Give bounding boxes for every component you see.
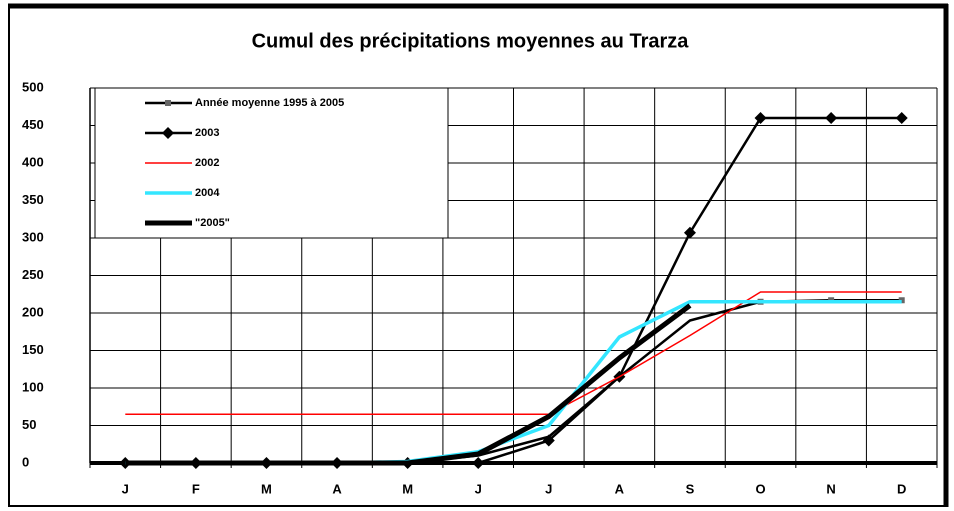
x-tick-label: D [897, 481, 906, 496]
chart-title: Cumul des précipitations moyennes au Tra… [252, 30, 690, 52]
x-tick-label: F [192, 481, 200, 496]
marker [472, 457, 485, 469]
y-tick-label: 400 [22, 154, 44, 169]
y-tick-label: 100 [22, 379, 44, 394]
x-tick-label: S [686, 481, 695, 496]
y-tick-label: 50 [22, 417, 36, 432]
x-tick-label: A [615, 481, 625, 496]
y-tick-label: 150 [22, 342, 44, 357]
y-tick-label: 300 [22, 229, 44, 244]
series-line [125, 303, 692, 466]
x-tick-label: O [755, 481, 765, 496]
y-tick-label: 350 [22, 192, 44, 207]
legend-label: 2003 [195, 127, 219, 139]
legend-marker [165, 100, 171, 106]
marker [542, 434, 555, 447]
series-line [125, 291, 902, 415]
marker [754, 112, 767, 124]
x-tick-label: J [475, 481, 482, 496]
legend-label: 2002 [195, 157, 219, 169]
x-tick-label: N [826, 481, 835, 496]
x-tick-label: M [261, 481, 272, 496]
legend-marker [162, 127, 174, 139]
marker [683, 226, 696, 239]
y-tick-label: 200 [22, 304, 44, 319]
legend-label: Année moyenne 1995 à 2005 [195, 97, 344, 109]
frame [8, 5, 947, 507]
legend-label: 2004 [195, 187, 220, 199]
marker [895, 112, 908, 124]
y-tick-label: 250 [22, 267, 44, 282]
y-tick-label: 450 [22, 117, 44, 132]
y-tick-label: 500 [22, 79, 44, 94]
x-tick-label: J [545, 481, 552, 496]
y-tick-label: 0 [22, 454, 29, 469]
x-tick-label: M [402, 481, 413, 496]
x-tick-label: J [122, 481, 129, 496]
x-tick-label: A [332, 481, 342, 496]
marker [825, 112, 838, 124]
legend-label: "2005" [195, 217, 230, 229]
